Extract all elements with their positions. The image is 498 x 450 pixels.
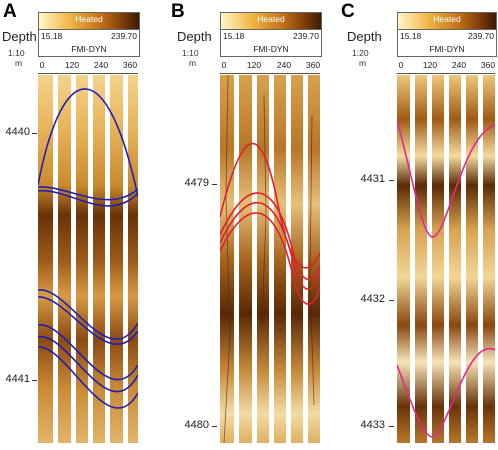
sinusoid-traces: [220, 142, 320, 305]
azimuth-label: 120: [422, 60, 438, 70]
azimuth-axis: [397, 73, 495, 74]
depth-tick-mark: [32, 133, 37, 134]
panel-letter: A: [3, 1, 17, 22]
azimuth-label: 360: [305, 60, 321, 70]
panel-c: C Depth 1:20 m Heated 15.18 239.70 FMI-D…: [335, 0, 498, 450]
fmi-image-log: [38, 75, 138, 443]
panel-letter: B: [171, 1, 185, 22]
azimuth-label: 240: [451, 60, 467, 70]
scale-unit: m: [189, 58, 197, 68]
depth-tick-mark: [389, 426, 394, 427]
fmi-image-log: [220, 75, 320, 443]
colorbar-min: 15.18: [223, 31, 245, 41]
depth-tick-label: 4480: [184, 419, 209, 431]
azimuth-label: 120: [246, 60, 262, 70]
scale-ratio: 1:20: [352, 48, 369, 58]
fracture-lines: [223, 75, 315, 443]
scale-unit: m: [15, 58, 23, 68]
depth-tick-mark: [212, 426, 217, 427]
track-name: FMI-DYN: [397, 43, 497, 57]
track-name: FMI-DYN: [220, 43, 322, 57]
azimuth-label: 120: [64, 60, 80, 70]
depth-tick-label: 4479: [184, 177, 209, 189]
azimuth-label: 0: [221, 60, 227, 70]
panel-a: A Depth 1:10 m Heated 15.18 239.70 FMI-D…: [0, 0, 165, 450]
azimuth-label: 0: [398, 60, 404, 70]
colorbar-legend: Heated 15.18 239.70: [397, 12, 497, 44]
depth-tick-mark: [389, 180, 394, 181]
depth-label: Depth: [177, 29, 212, 44]
sinusoid-traces: [397, 119, 495, 438]
colorbar-max: 239.70: [111, 31, 137, 41]
depth-label: Depth: [347, 29, 382, 44]
colorbar-gradient: Heated: [398, 13, 496, 30]
azimuth-label: 360: [122, 60, 138, 70]
scale-ratio: 1:10: [8, 48, 25, 58]
colorbar-min: 15.18: [41, 31, 63, 41]
colorbar-legend: Heated 15.18 239.70: [220, 12, 322, 44]
azimuth-label: 240: [93, 60, 109, 70]
depth-tick-label: 4431: [360, 173, 385, 185]
depth-tick-mark: [32, 380, 37, 381]
panel-b: B Depth 1:10 m Heated 15.18 239.70 FMI-D…: [165, 0, 335, 450]
colorbar-max: 239.70: [468, 31, 494, 41]
depth-tick-label: 4440: [5, 126, 30, 138]
scale-unit: m: [359, 58, 367, 68]
azimuth-axis: [220, 73, 320, 74]
fmi-image-log: [397, 75, 495, 443]
colorbar-max: 239.70: [293, 31, 319, 41]
sinusoid-traces: [38, 88, 138, 409]
depth-tick-mark: [389, 300, 394, 301]
colorbar-min: 15.18: [400, 31, 422, 41]
scale-ratio: 1:10: [182, 48, 199, 58]
azimuth-label: 0: [39, 60, 45, 70]
azimuth-label: 240: [276, 60, 292, 70]
colorbar-gradient: Heated: [39, 13, 139, 30]
colorbar-title: Heated: [257, 14, 285, 24]
colorbar-title: Heated: [433, 14, 461, 24]
depth-tick-label: 4433: [360, 419, 385, 431]
azimuth-axis: [38, 73, 138, 74]
track-name: FMI-DYN: [38, 43, 140, 57]
panel-letter: C: [341, 1, 355, 22]
colorbar-title: Heated: [75, 14, 103, 24]
depth-tick-label: 4432: [360, 293, 385, 305]
pad-gaps: [53, 75, 128, 443]
pad-gaps: [410, 75, 483, 443]
colorbar-gradient: Heated: [221, 13, 321, 30]
depth-tick-label: 4441: [5, 373, 30, 385]
azimuth-label: 360: [480, 60, 496, 70]
colorbar-legend: Heated 15.18 239.70: [38, 12, 140, 44]
depth-label: Depth: [2, 29, 37, 44]
depth-tick-mark: [212, 184, 217, 185]
